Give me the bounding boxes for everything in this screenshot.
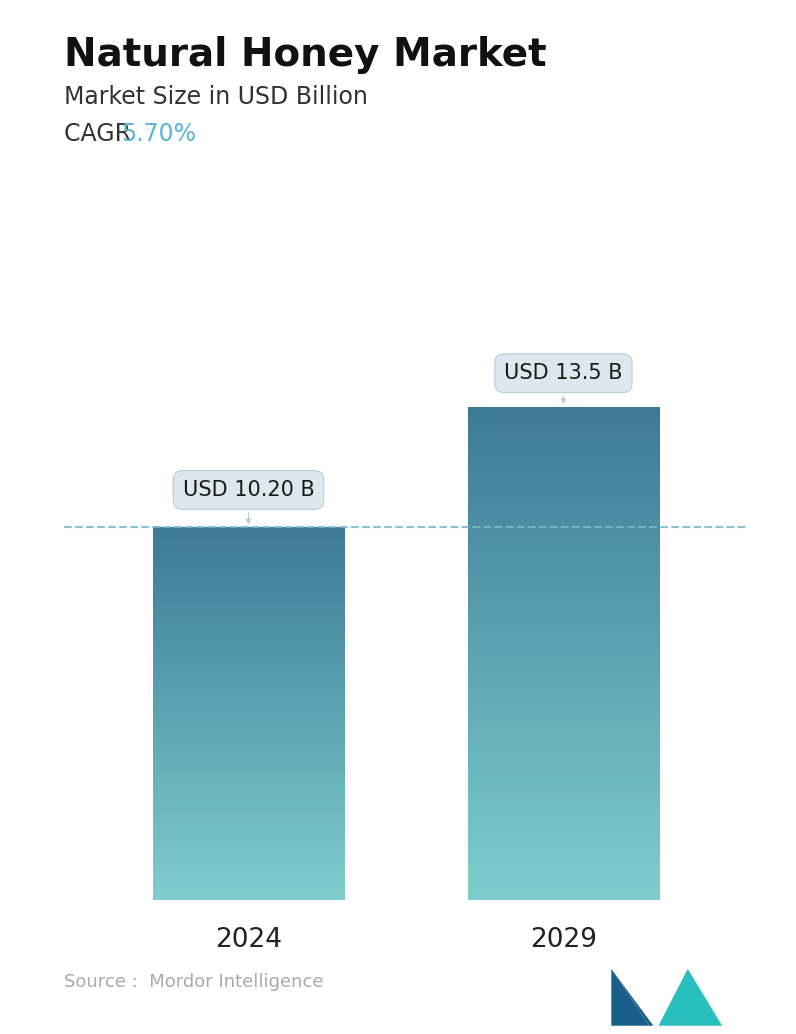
Text: 2029: 2029 [530,926,597,953]
Polygon shape [611,969,654,1026]
Text: USD 10.20 B: USD 10.20 B [182,480,314,523]
Text: CAGR: CAGR [64,122,139,146]
Text: 5.70%: 5.70% [121,122,196,146]
Text: Source :  Mordor Intelligence: Source : Mordor Intelligence [64,973,323,991]
Text: Market Size in USD Billion: Market Size in USD Billion [64,85,368,109]
Text: 2024: 2024 [215,926,282,953]
Text: Natural Honey Market: Natural Honey Market [64,36,546,74]
Text: USD 13.5 B: USD 13.5 B [504,363,622,402]
Polygon shape [658,969,722,1026]
Polygon shape [611,969,650,1026]
